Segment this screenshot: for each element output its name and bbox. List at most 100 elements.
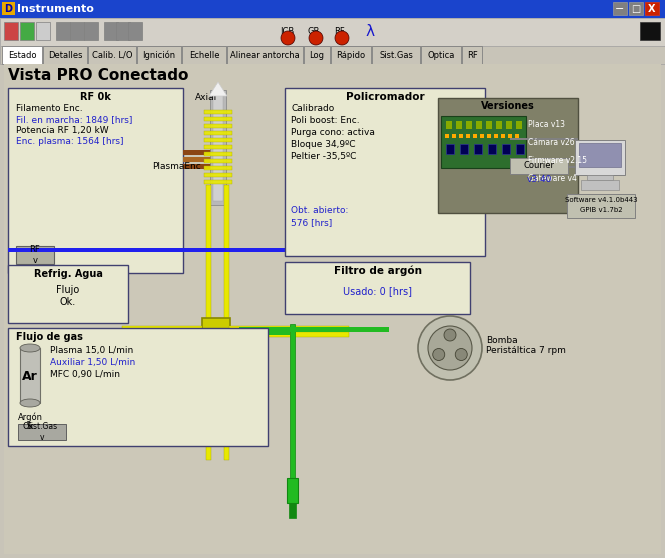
Text: Log: Log <box>309 51 325 60</box>
Bar <box>466 121 472 129</box>
Bar <box>0 0 665 18</box>
Bar <box>92 328 97 333</box>
Bar <box>182 46 226 64</box>
Bar <box>116 22 130 40</box>
Text: λ: λ <box>366 25 374 40</box>
Bar <box>452 134 456 138</box>
Text: Argón: Argón <box>17 413 43 422</box>
Bar <box>204 138 232 142</box>
Bar <box>501 134 505 138</box>
Bar <box>438 98 578 213</box>
Bar <box>613 2 627 15</box>
Bar <box>494 134 498 138</box>
Bar <box>204 152 232 156</box>
Bar <box>487 134 491 138</box>
Bar <box>510 138 578 140</box>
Text: Rápido: Rápido <box>336 51 366 60</box>
Bar <box>8 328 268 446</box>
Text: Gateware v4: Gateware v4 <box>528 174 577 183</box>
Bar <box>290 324 295 494</box>
Bar <box>510 158 568 174</box>
Bar <box>581 180 619 190</box>
Bar <box>0 46 665 64</box>
Bar <box>206 340 211 460</box>
Text: Ar: Ar <box>22 369 38 382</box>
Text: Peltier -35,5ºC: Peltier -35,5ºC <box>291 152 356 161</box>
Text: Enc. plasma: 1564 [hrs]: Enc. plasma: 1564 [hrs] <box>16 137 124 146</box>
Circle shape <box>418 316 482 380</box>
Bar <box>285 262 470 314</box>
Text: MFC 0,90 L/min: MFC 0,90 L/min <box>50 370 120 379</box>
Bar <box>122 326 202 331</box>
Bar <box>16 246 54 264</box>
Bar <box>372 46 420 64</box>
Bar <box>496 121 502 129</box>
Bar <box>640 22 660 40</box>
Text: Plasma 15,0 L/min: Plasma 15,0 L/min <box>50 346 133 355</box>
Circle shape <box>309 31 323 45</box>
Bar <box>36 22 50 40</box>
Text: D: D <box>5 4 13 14</box>
Text: Versiones: Versiones <box>481 101 535 111</box>
Text: PlasmaEnc: PlasmaEnc <box>152 162 201 171</box>
Bar <box>204 159 232 163</box>
Text: Placa v13: Placa v13 <box>528 120 565 129</box>
Text: Bomba
Peristáltica 7 rpm: Bomba Peristáltica 7 rpm <box>486 336 566 355</box>
Bar <box>568 166 575 168</box>
Bar <box>567 194 635 218</box>
Bar <box>587 175 613 180</box>
Bar <box>8 248 293 252</box>
Bar <box>446 144 454 154</box>
Text: Calibrado: Calibrado <box>291 104 334 113</box>
Bar <box>516 144 524 154</box>
Circle shape <box>456 349 467 360</box>
Bar <box>421 46 461 64</box>
Bar <box>210 90 226 205</box>
Bar <box>204 131 232 135</box>
Text: 576 [hrs]: 576 [hrs] <box>291 218 332 227</box>
Text: Cámara v26: Cámara v26 <box>528 138 575 147</box>
Bar <box>515 134 519 138</box>
Bar <box>473 134 477 138</box>
Bar <box>304 46 330 64</box>
Text: Optica: Optica <box>428 51 455 60</box>
Text: Courier: Courier <box>523 161 555 171</box>
Text: Usado: 0 [hrs]: Usado: 0 [hrs] <box>343 286 412 296</box>
Bar <box>445 134 449 138</box>
Bar <box>575 140 625 175</box>
Text: Poli boost: Enc.: Poli boost: Enc. <box>291 116 360 125</box>
Bar <box>480 134 484 138</box>
Text: Sist.Gas: Sist.Gas <box>379 51 413 60</box>
Bar <box>0 18 665 46</box>
Bar <box>104 22 118 40</box>
Ellipse shape <box>20 344 40 352</box>
Bar <box>56 22 70 40</box>
Bar <box>204 173 232 177</box>
Text: Ok.: Ok. <box>60 297 76 307</box>
Bar <box>462 46 482 64</box>
Bar <box>229 332 349 337</box>
Text: RF: RF <box>334 27 344 36</box>
Bar <box>488 144 496 154</box>
Text: RF: RF <box>467 51 477 60</box>
Bar <box>137 46 181 64</box>
Bar <box>204 110 232 114</box>
Bar <box>183 157 213 162</box>
Text: Bloque 34,9ºC: Bloque 34,9ºC <box>291 140 356 149</box>
Bar <box>206 185 211 340</box>
Bar <box>579 143 621 167</box>
Polygon shape <box>209 82 227 96</box>
Text: Firmware v2.15: Firmware v2.15 <box>528 156 587 165</box>
Bar <box>0 18 665 46</box>
Bar <box>239 327 389 332</box>
Text: X: X <box>648 4 656 14</box>
Text: Calib. L/O: Calib. L/O <box>92 51 132 60</box>
Bar <box>70 22 84 40</box>
Bar <box>460 144 468 154</box>
Ellipse shape <box>20 399 40 407</box>
Bar <box>43 46 87 64</box>
Text: Policromador: Policromador <box>346 92 424 102</box>
Text: Flujo de gas: Flujo de gas <box>16 332 83 342</box>
Bar <box>202 318 230 340</box>
Bar <box>213 93 223 201</box>
